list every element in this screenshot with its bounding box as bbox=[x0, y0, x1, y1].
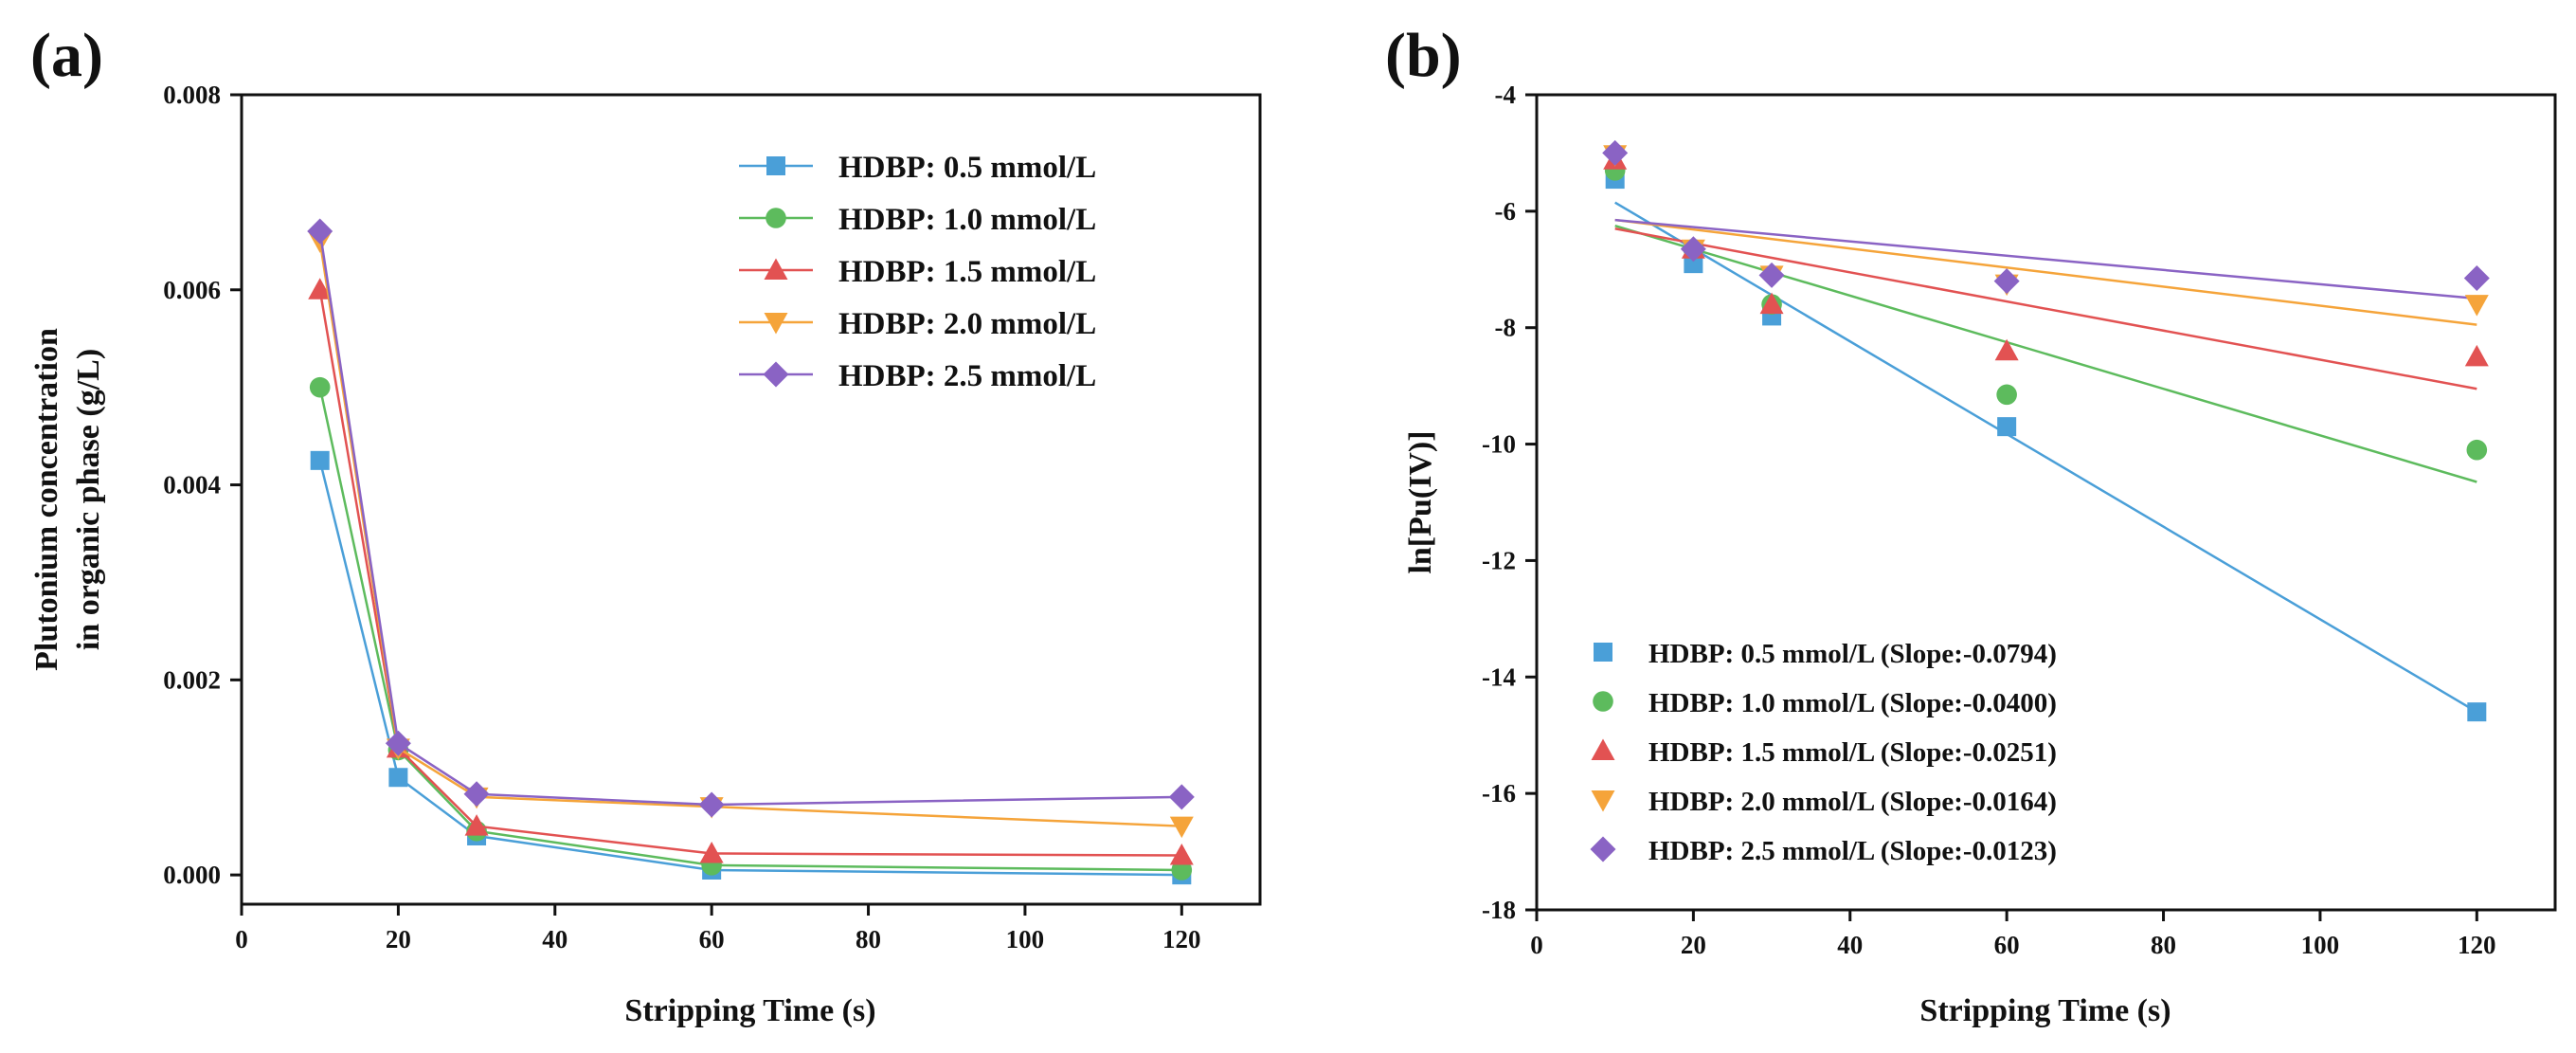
panel-b-y-tick-label: -6 bbox=[1495, 197, 1517, 226]
panel-a-data-point bbox=[698, 791, 725, 818]
panel-a-y-tick-label: 0.000 bbox=[163, 861, 221, 889]
panel-a-data-point bbox=[1169, 816, 1194, 839]
legend-b-label-5: HDBP: 2.5 mmol/L (Slope:-0.0123) bbox=[1648, 836, 2057, 866]
panel-a-data-point bbox=[1171, 860, 1193, 881]
panel-b-data-point bbox=[1680, 236, 1706, 263]
panel-b-y-tick-label: -14 bbox=[1482, 663, 1516, 691]
panel-b-y-tick-label: -12 bbox=[1482, 546, 1516, 574]
panel-b-data-point bbox=[2467, 702, 2487, 722]
panel-b-x-tick-label: 0 bbox=[1530, 931, 1543, 959]
panel-b-label: (b) bbox=[1385, 21, 1462, 90]
panel-a-data-point bbox=[310, 450, 330, 470]
panel-a-x-axis-title: Stripping Time (s) bbox=[624, 993, 875, 1028]
panel-a-x-tick-label: 80 bbox=[856, 925, 881, 953]
legend-b-marker-3 bbox=[1591, 738, 1615, 760]
panel-a-y-tick-label: 0.004 bbox=[163, 471, 221, 499]
panel-a-label: (a) bbox=[30, 21, 103, 90]
panel-a-x-tick-label: 120 bbox=[1162, 925, 1201, 953]
panel-a-x-tick-label: 100 bbox=[1006, 925, 1045, 953]
panel-a-frame bbox=[240, 93, 1262, 906]
panel-a-data-point bbox=[307, 218, 333, 245]
legend-b-marker-4 bbox=[1591, 790, 1615, 812]
legend-a-marker-5 bbox=[763, 361, 789, 388]
panel-a-y-tick-label: 0.008 bbox=[163, 81, 221, 109]
panel-b-y-axis-title: ln[Pu(IV)] bbox=[1403, 430, 1438, 573]
panel-a-y-axis-title-line2: in organic phase (g/L) bbox=[71, 349, 106, 650]
panel-a-data-point bbox=[699, 841, 724, 863]
panel-b-x-tick-label: 80 bbox=[2151, 931, 2176, 959]
panel-a-y-tick-label: 0.002 bbox=[163, 665, 221, 694]
panel-a-data-point bbox=[1169, 844, 1194, 865]
legend-a-marker-4 bbox=[764, 313, 788, 335]
legend-b-label-1: HDBP: 0.5 mmol/L (Slope:-0.0794) bbox=[1648, 639, 2057, 669]
panel-b-x-tick-label: 60 bbox=[1994, 931, 2020, 959]
panel-a-x-tick-label: 40 bbox=[542, 925, 567, 953]
panel-a-x-tick-label: 20 bbox=[386, 925, 411, 953]
panel-b-frame bbox=[1535, 93, 2557, 912]
panel-b-fit-line-1 bbox=[1614, 201, 2477, 714]
panel-b-y-tick-label: -16 bbox=[1482, 779, 1516, 808]
panel-b-fit-line-5 bbox=[1614, 218, 2477, 300]
panel-a-data-point bbox=[1168, 784, 1195, 810]
panel-b: (b) 0 20 40 60 80 100 120 -18 -16 -14 -12 -10 -8 -6 -4… bbox=[1385, 21, 2557, 1028]
legend-a-marker-3 bbox=[764, 258, 788, 280]
legend-a-label-4: HDBP: 2.0 mmol/L bbox=[838, 307, 1096, 341]
panel-b-x-tick-label: 40 bbox=[1837, 931, 1863, 959]
panel-b-x-tick-label: 120 bbox=[2458, 931, 2496, 959]
panel-a-y-tick-label: 0.006 bbox=[163, 276, 221, 304]
legend-a-label-5: HDBP: 2.5 mmol/L bbox=[838, 359, 1096, 393]
legend-a-label-3: HDBP: 1.5 mmol/L bbox=[838, 255, 1096, 289]
panel-b-data-point bbox=[1997, 417, 2017, 437]
panel-a-data-point bbox=[388, 768, 408, 788]
legend-b-label-2: HDBP: 1.0 mmol/L (Slope:-0.0400) bbox=[1648, 688, 2057, 718]
legend-b-marker-5 bbox=[1590, 836, 1616, 862]
panel-b-data-point bbox=[1684, 254, 1703, 274]
panel-b-data-point bbox=[2463, 265, 2490, 291]
panel-b-data-point bbox=[1994, 338, 2019, 361]
panel-a-data-point bbox=[385, 730, 411, 756]
panel-b-data-point bbox=[1758, 262, 1785, 288]
panel-b-y-tick-label: -18 bbox=[1482, 896, 1516, 924]
panel-b-data-point bbox=[1993, 268, 2020, 295]
panel-a-series-line-1 bbox=[318, 460, 1182, 877]
panel-b-y-tick-label: -4 bbox=[1495, 81, 1517, 109]
panel-b-y-tick-label: -8 bbox=[1495, 314, 1517, 342]
legend-a-label-1: HDBP: 0.5 mmol/L bbox=[838, 151, 1096, 185]
panel-b-fit-line-4 bbox=[1614, 218, 2477, 326]
panel-b-x-tick-label: 20 bbox=[1681, 931, 1706, 959]
panel-a-x-tick-label: 60 bbox=[699, 925, 725, 953]
panel-b-x-tick-label: 100 bbox=[2301, 931, 2340, 959]
legend-b-marker-1 bbox=[1594, 643, 1612, 662]
panel-b-data-point bbox=[1759, 292, 1784, 315]
panel-b-x-axis-title: Stripping Time (s) bbox=[1919, 993, 2171, 1028]
panel-a-y-axis-title-line1: Plutonium concentration bbox=[29, 328, 64, 671]
legend-b-marker-2 bbox=[1593, 691, 1613, 712]
legend-b-label-3: HDBP: 1.5 mmol/L (Slope:-0.0251) bbox=[1648, 737, 2057, 768]
panel-b-data-point bbox=[2464, 295, 2489, 317]
panel-b-fit-line-3 bbox=[1614, 227, 2477, 390]
legend-a-label-2: HDBP: 1.0 mmol/L bbox=[838, 203, 1096, 237]
panel-b-data-point bbox=[2464, 344, 2489, 367]
panel-b-data-point bbox=[1602, 139, 1629, 166]
panel-a-data-point bbox=[308, 278, 333, 300]
panel-a-data-point bbox=[463, 781, 490, 808]
legend-a-marker-1 bbox=[766, 156, 785, 175]
panel-a-data-point bbox=[309, 376, 331, 398]
panel-b-fit-line-2 bbox=[1614, 225, 2477, 483]
panel-b-y-tick-label: -10 bbox=[1482, 430, 1516, 459]
legend-a-marker-2 bbox=[766, 208, 786, 228]
panel-a-data-point bbox=[464, 814, 489, 836]
legend-b-label-4: HDBP: 2.0 mmol/L (Slope:-0.0164) bbox=[1648, 787, 2057, 817]
panel-a-x-tick-label: 0 bbox=[235, 925, 248, 953]
panel-b-data-point bbox=[1996, 384, 2017, 406]
panel-b-data-point bbox=[2466, 439, 2488, 461]
panel-a: (a) 0 20 40 60 80 100 120 0.000 0.002 0.004 0.006 0… bbox=[29, 21, 1262, 1028]
